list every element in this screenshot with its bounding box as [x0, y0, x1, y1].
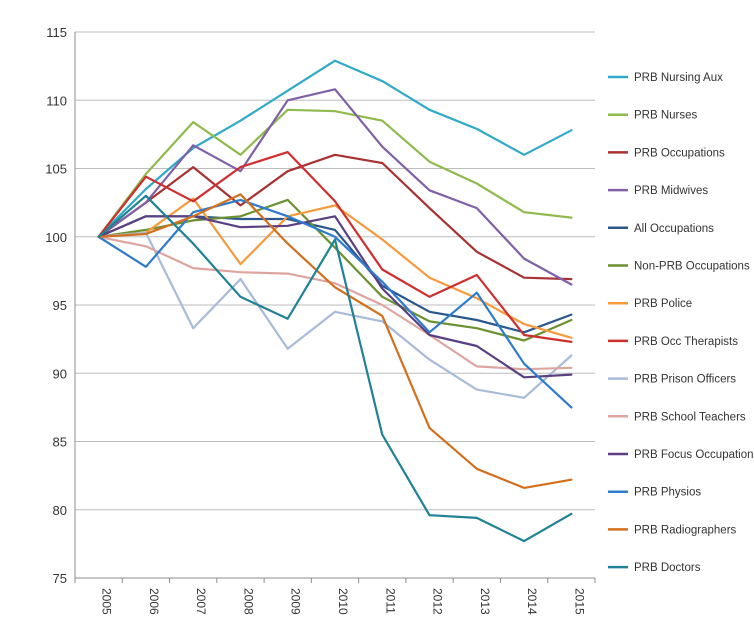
x-tick-label: 2009: [289, 588, 303, 615]
y-tick-label: 90: [53, 366, 67, 381]
gridlines: [75, 31, 595, 579]
x-tick-label: 2014: [525, 588, 539, 615]
series-lines: [97, 59, 573, 543]
series-line-3: [97, 88, 573, 286]
x-tick-label: 2005: [100, 588, 114, 615]
legend-label: PRB Prison Officers: [634, 374, 736, 386]
x-tick-label: 2012: [431, 588, 445, 615]
y-tick-label: 75: [53, 571, 67, 586]
legend-label: PRB Occupations: [634, 147, 725, 159]
series-line-1: [97, 108, 573, 238]
legend-label: PRB Midwives: [634, 185, 708, 197]
y-tick-label: 105: [45, 162, 67, 177]
series-line-5: [97, 198, 573, 342]
legend-label: Non-PRB Occupations: [634, 261, 750, 273]
legend-label: PRB Police: [634, 298, 692, 310]
series-line-8: [97, 231, 573, 399]
legend: PRB Nursing Aux PRB Nurses PRB Occupations…: [608, 72, 754, 574]
y-tick-label: 110: [46, 93, 67, 108]
legend-label: PRB Physios: [634, 487, 701, 499]
series-line-11: [97, 198, 573, 409]
y-tick-label: 100: [45, 230, 67, 245]
series-line-2: [97, 153, 573, 281]
y-tick-label: 80: [53, 503, 67, 518]
series-line-12: [97, 193, 573, 489]
legend-label: All Occupations: [634, 223, 714, 235]
series-line-13: [97, 194, 573, 543]
x-tick-label: 2013: [478, 588, 492, 615]
legend-label: PRB Nursing Aux: [634, 72, 723, 84]
axes: 75 80 85 90 95 100 105 110 115 2005 2006 2007 2008 20…: [45, 25, 596, 615]
x-tick-label: 2006: [147, 588, 161, 615]
series-line-6: [97, 197, 573, 339]
series-line-0: [97, 59, 573, 238]
y-tick-label: 95: [53, 298, 67, 313]
series-line-9: [97, 235, 573, 371]
y-tick-label: 115: [46, 25, 67, 40]
legend-label: PRB Doctors: [634, 562, 701, 574]
legend-label: PRB Radiographers: [634, 524, 737, 536]
series-line-7: [97, 151, 573, 343]
x-tick-label: 2011: [383, 588, 397, 614]
legend-label: PRB Focus Occupations: [634, 449, 754, 461]
y-tick-label: 85: [53, 435, 67, 450]
x-tick-label: 2015: [572, 588, 586, 615]
legend-label: PRB School Teachers: [634, 411, 746, 423]
legend-label: PRB Occ Therapists: [634, 336, 738, 348]
series-line-10: [97, 215, 573, 379]
x-tick-label: 2010: [336, 588, 350, 615]
x-tick-label: 2007: [194, 588, 208, 615]
x-tick-label: 2008: [241, 588, 255, 615]
legend-label: PRB Nurses: [634, 110, 698, 122]
